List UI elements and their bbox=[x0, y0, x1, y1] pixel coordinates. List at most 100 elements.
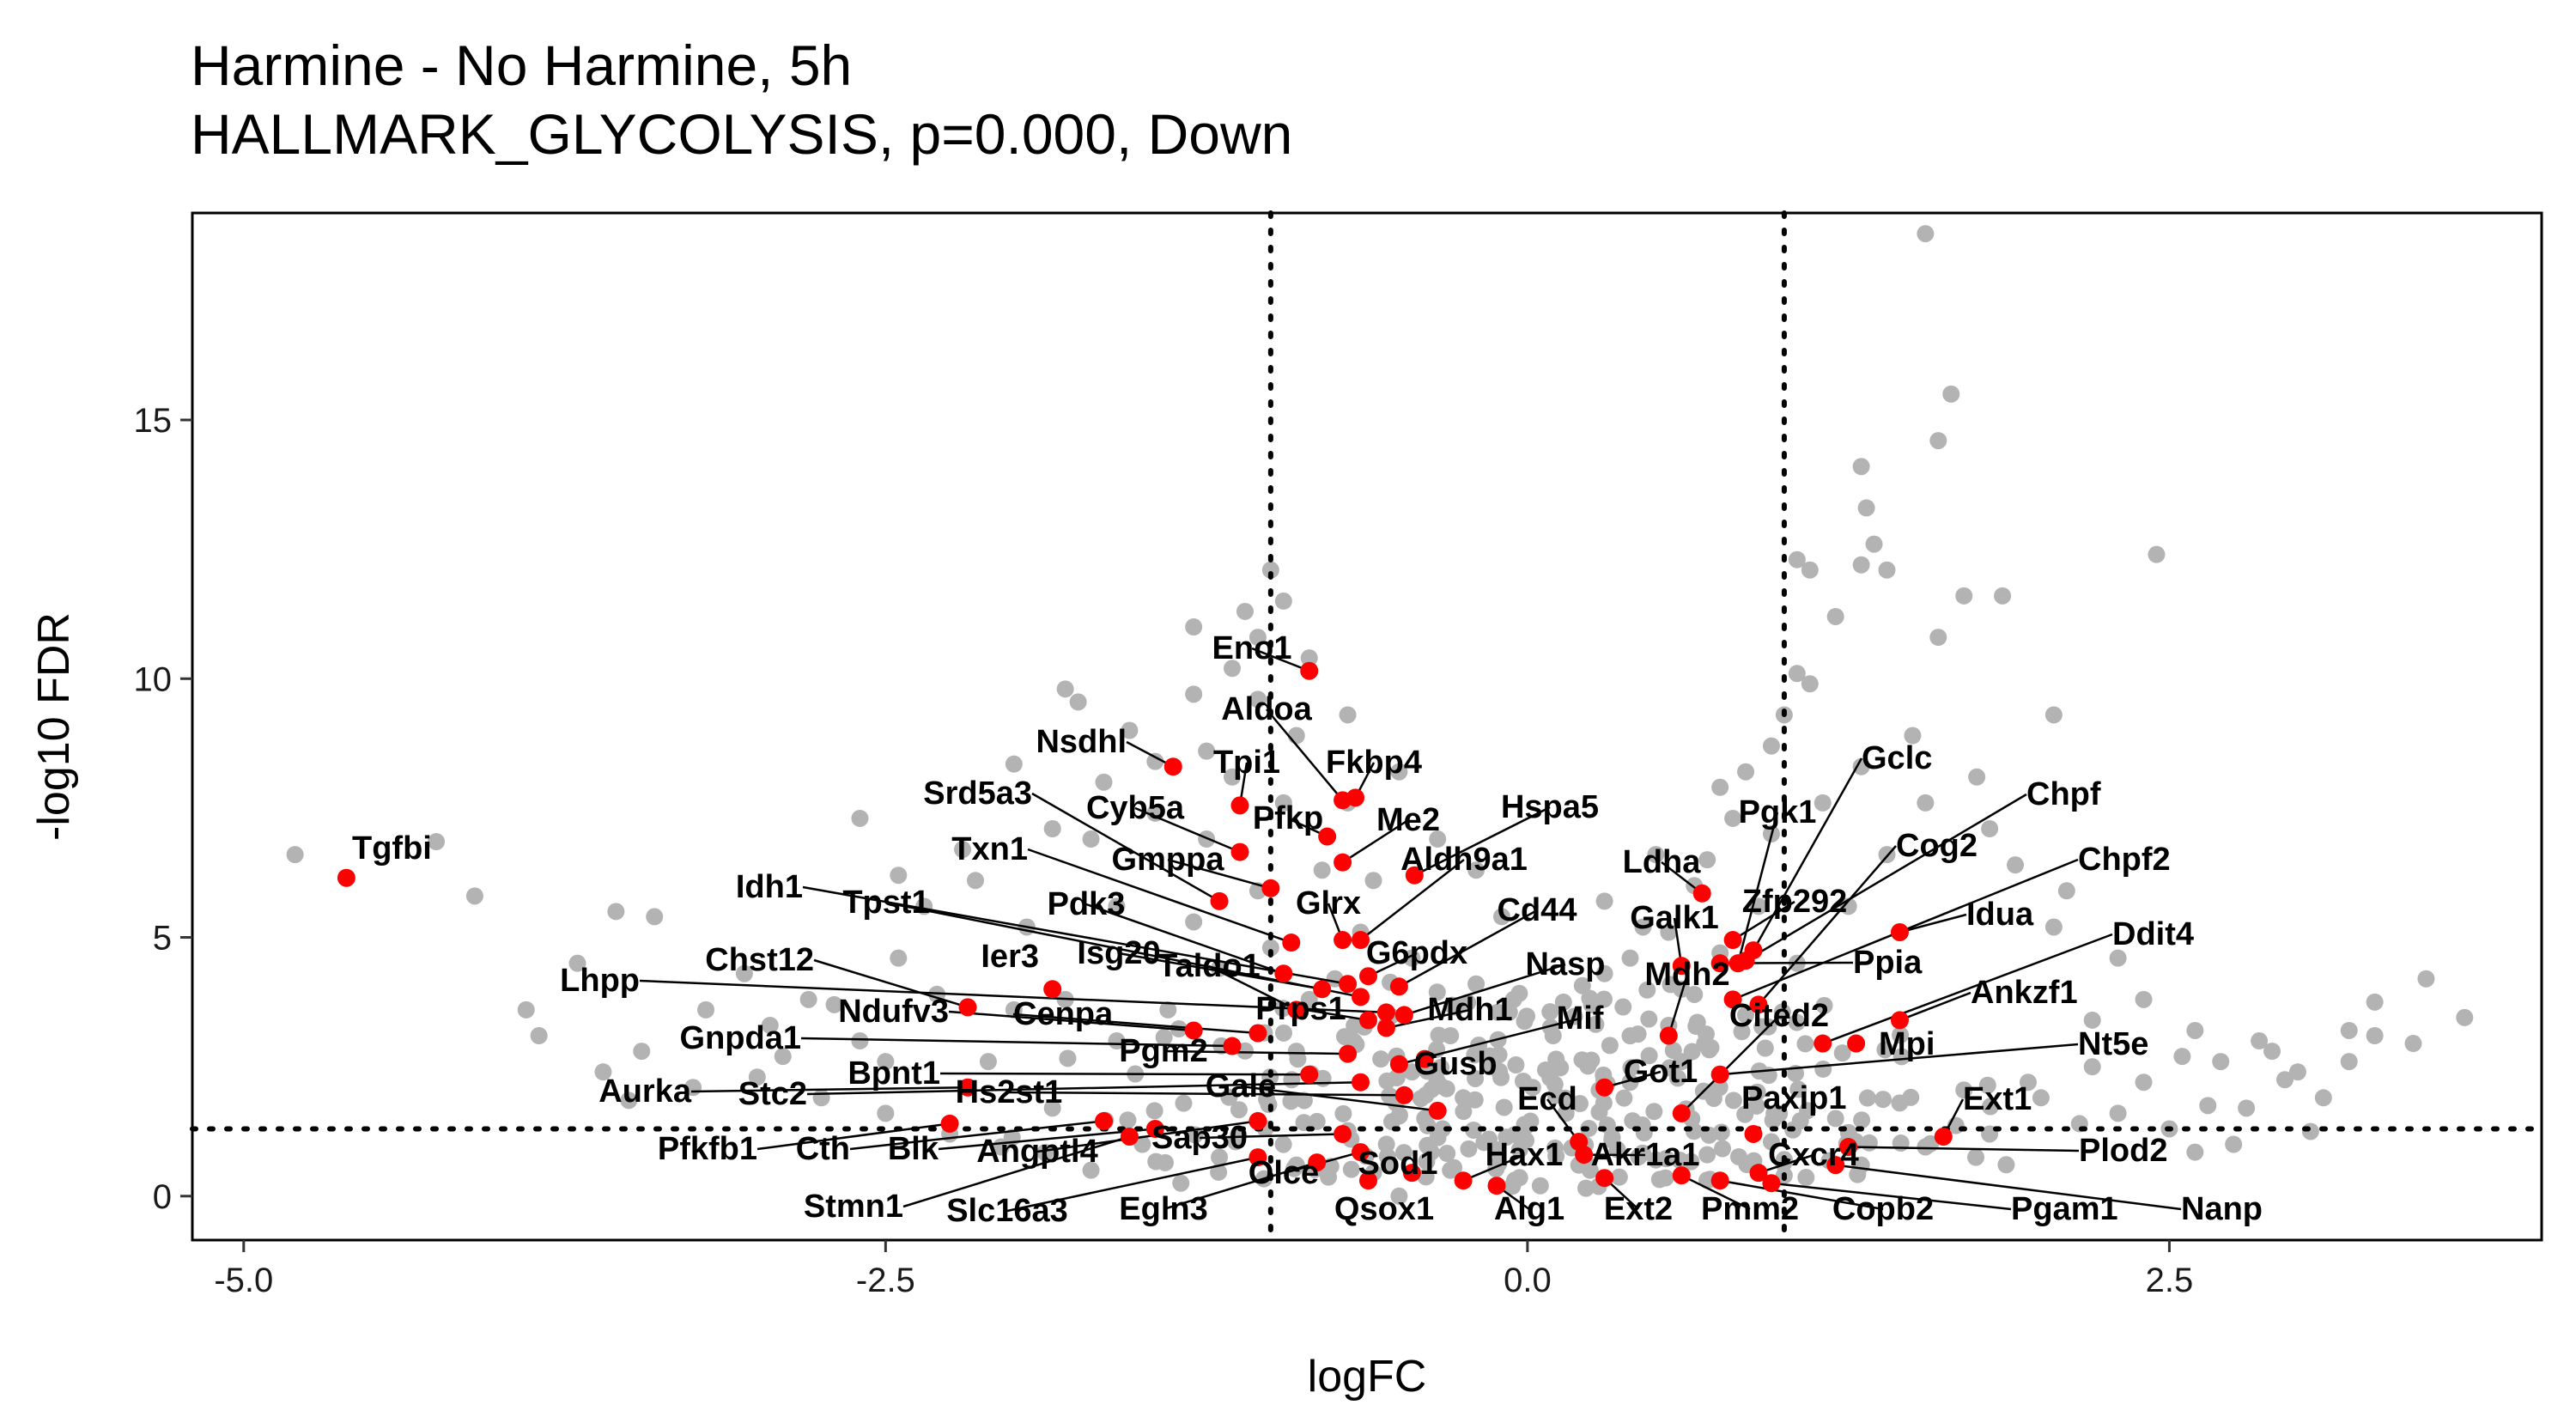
background-point bbox=[2288, 1063, 2306, 1081]
gene-point bbox=[1376, 1003, 1395, 1022]
background-point bbox=[1587, 1015, 1605, 1033]
background-point bbox=[517, 1000, 535, 1019]
background-point bbox=[1378, 1147, 1396, 1165]
background-point bbox=[748, 1068, 766, 1086]
gene-point bbox=[1744, 1124, 1763, 1143]
background-point bbox=[2275, 1071, 2293, 1089]
background-point bbox=[1573, 1051, 1591, 1069]
background-point bbox=[2238, 1099, 2256, 1117]
gene-label: Ndufv3 bbox=[838, 994, 949, 1030]
background-point bbox=[1747, 1097, 1765, 1115]
label-connector bbox=[1771, 1182, 2012, 1211]
background-point bbox=[761, 1016, 779, 1034]
background-point bbox=[1249, 690, 1267, 708]
gene-point bbox=[1890, 1011, 1909, 1030]
background-point bbox=[1660, 923, 1678, 941]
background-point bbox=[1518, 1007, 1536, 1025]
gene-point bbox=[1672, 1104, 1691, 1122]
gene-label: Chpf2 bbox=[2078, 842, 2171, 878]
gene-point bbox=[1394, 1086, 1413, 1104]
gene-point bbox=[1402, 1164, 1421, 1183]
gene-point bbox=[1454, 1171, 1473, 1190]
background-point bbox=[1346, 1017, 1364, 1035]
background-point bbox=[1814, 794, 1832, 812]
gene-label: Slc16a3 bbox=[946, 1193, 1068, 1229]
background-point bbox=[1788, 1013, 1806, 1031]
background-point bbox=[1108, 1032, 1126, 1050]
gene-point bbox=[1710, 1065, 1729, 1084]
background-point bbox=[735, 964, 753, 982]
background-point bbox=[1495, 1098, 1513, 1116]
background-point bbox=[2186, 1143, 2204, 1161]
background-point bbox=[1313, 861, 1331, 879]
gene-label: Cited2 bbox=[1729, 998, 1829, 1034]
background-point bbox=[2044, 918, 2063, 936]
gene-point bbox=[1223, 1037, 1242, 1055]
background-point bbox=[1858, 1089, 1876, 1107]
background-point bbox=[1748, 1083, 1766, 1101]
background-point bbox=[1082, 1161, 1100, 1179]
background-point bbox=[1853, 1111, 1871, 1129]
gene-label: Blk bbox=[888, 1131, 939, 1167]
background-point bbox=[1573, 976, 1591, 994]
background-point bbox=[530, 1027, 548, 1045]
gene-label: Cth bbox=[796, 1131, 850, 1167]
gene-point bbox=[1095, 1111, 1114, 1130]
gene-label: Cenpa bbox=[1013, 996, 1114, 1032]
gene-label: Mpi bbox=[1879, 1026, 1935, 1062]
background-point bbox=[1638, 981, 1656, 999]
background-point bbox=[2301, 1122, 2319, 1140]
background-point bbox=[1514, 1072, 1532, 1090]
background-point bbox=[979, 1053, 997, 1071]
background-point bbox=[1541, 1003, 1559, 1021]
gene-point bbox=[1575, 1146, 1594, 1165]
label-connector bbox=[1758, 845, 1897, 1006]
label-connector bbox=[1008, 1091, 1405, 1097]
label-connector bbox=[1163, 1161, 1318, 1211]
background-point bbox=[812, 1089, 830, 1107]
background-point bbox=[877, 1104, 895, 1122]
background-point bbox=[1108, 897, 1126, 915]
background-point bbox=[2148, 545, 2166, 563]
background-point bbox=[1295, 1092, 1313, 1110]
background-point bbox=[851, 809, 869, 827]
label-connector bbox=[1668, 974, 1689, 1037]
background-point bbox=[1185, 913, 1203, 931]
background-point bbox=[1581, 989, 1599, 1007]
gene-label: Mdh2 bbox=[1644, 957, 1729, 993]
background-point bbox=[1510, 984, 1528, 1002]
x-tick-label: 0.0 bbox=[1504, 1262, 1552, 1299]
gene-point bbox=[1352, 988, 1370, 1006]
gene-label: Tgfbi bbox=[352, 830, 432, 867]
gene-point bbox=[1847, 1034, 1866, 1053]
background-point bbox=[1737, 1006, 1755, 1024]
background-point bbox=[1955, 1081, 1973, 1099]
gene-label: Stc2 bbox=[738, 1076, 807, 1112]
gene-label: Ecd bbox=[1517, 1081, 1577, 1117]
background-point bbox=[1005, 755, 1023, 773]
gene-point bbox=[1672, 957, 1691, 976]
x-tick-label: -5.0 bbox=[214, 1262, 273, 1299]
gene-label: Ppia bbox=[1853, 945, 1923, 981]
label-connector bbox=[1758, 1153, 1814, 1174]
gene-label: Idua bbox=[1966, 897, 2034, 933]
background-point bbox=[1622, 1059, 1640, 1077]
gene-label: Cyb5a bbox=[1086, 790, 1185, 826]
gene-label: Lhpp bbox=[560, 963, 640, 999]
background-point bbox=[1893, 1048, 1911, 1066]
gene-point bbox=[1334, 853, 1352, 872]
background-point bbox=[1428, 983, 1446, 1001]
background-point bbox=[1713, 1140, 1731, 1158]
background-point bbox=[2212, 1053, 2230, 1071]
gene-label: Zfp292 bbox=[1742, 884, 1847, 920]
gene-labels-layer: Tgfbi Eno1 Nsdhl Aldoa Fkbp4 Tpi1 Cyb5a Srd5a3 P… bbox=[352, 630, 2263, 1229]
gene-label: Angptl4 bbox=[976, 1134, 1097, 1170]
gene-label: Hax1 bbox=[1485, 1137, 1564, 1173]
background-point bbox=[2340, 1021, 2358, 1039]
gene-point bbox=[1230, 796, 1249, 815]
background-point bbox=[1892, 1026, 1910, 1044]
background-point bbox=[1419, 1116, 1437, 1134]
background-point bbox=[1698, 851, 1716, 869]
background-point bbox=[1874, 1091, 1892, 1109]
y-axis-title: -log10 FDR bbox=[29, 612, 79, 841]
